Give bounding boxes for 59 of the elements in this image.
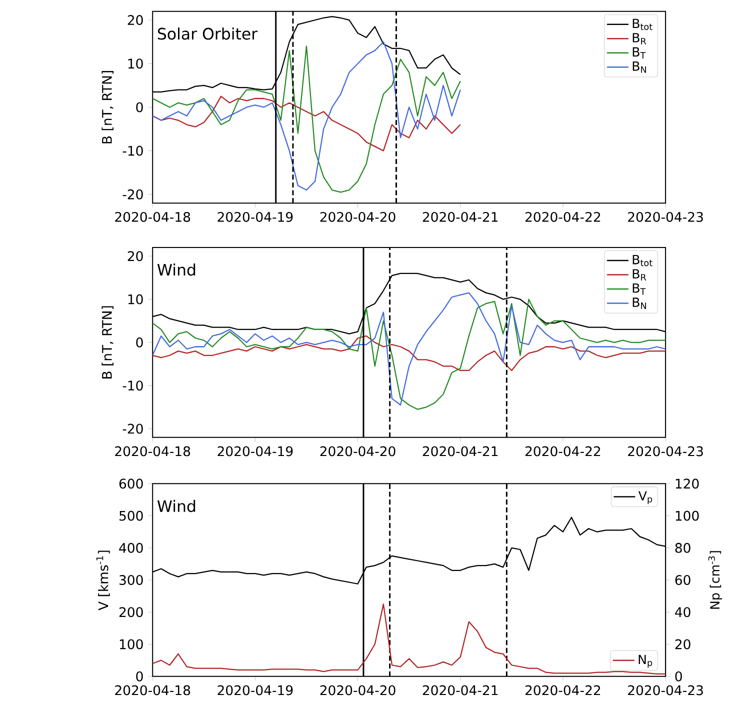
x-tick-label: 2020-04-19 xyxy=(218,685,293,696)
x-tick-label: 2020-04-18 xyxy=(115,446,190,456)
y-tick-label: 200 xyxy=(119,607,143,618)
y2-tick-label: 0 xyxy=(675,671,682,682)
x-tick-label: 2020-04-18 xyxy=(115,685,190,696)
x-tick-label: 2020-04-19 xyxy=(218,446,293,456)
y-tick-label: 20 xyxy=(128,251,143,262)
y-tick-label: -10 xyxy=(122,380,143,391)
text: Wind xyxy=(157,500,196,512)
x-tick-label: 2020-04-19 xyxy=(218,212,293,222)
y2-axis-title: Np [cm$^{-3}$] xyxy=(708,551,722,609)
text: Wind xyxy=(157,264,196,276)
y-tick-label: 10 xyxy=(128,294,143,304)
y-tick-label: 0 xyxy=(136,671,143,682)
x-tick-label: 2020-04-20 xyxy=(320,212,396,222)
y-tick-label: 20 xyxy=(128,15,143,26)
legend-label: B$_{tot}$ xyxy=(632,18,652,30)
x-tick-label: 2020-04-21 xyxy=(422,446,498,456)
x-tick-label: 2020-04-21 xyxy=(422,685,498,696)
legend-label: B$_{R}$ xyxy=(632,33,646,44)
y-axis-title: B [nT, RTN] xyxy=(102,306,114,379)
legend-label: B$_{tot}$ xyxy=(632,255,652,266)
x-tick-label: 2020-04-20 xyxy=(320,685,396,696)
y-tick-label: 600 xyxy=(119,478,143,489)
y2-tick-label: 20 xyxy=(675,639,690,650)
legend-label: N$_{p}$ xyxy=(638,654,652,668)
y-axis-title: V [kms$^{-1}$] xyxy=(96,550,110,610)
y2-tick-label: 80 xyxy=(675,542,690,553)
y-axis-title: B [nT, RTN] xyxy=(102,71,114,144)
y-tick-label: -10 xyxy=(122,146,143,156)
legend-label: B$_{N}$ xyxy=(632,62,646,73)
x-tick-label: 2020-04-22 xyxy=(525,212,600,222)
y-tick-label: 100 xyxy=(120,639,143,650)
legend-label: B$_{T}$ xyxy=(632,47,646,59)
x-tick-label: 2020-04-23 xyxy=(628,685,703,696)
y-tick-label: 300 xyxy=(120,575,143,586)
y2-tick-label: 60 xyxy=(675,575,690,586)
y-tick-label: 400 xyxy=(119,542,143,553)
y-tick-label: 10 xyxy=(128,58,143,69)
legend-label: V$_{p}$ xyxy=(638,491,652,504)
legend-label: B$_{N}$ xyxy=(632,298,646,309)
x-tick-label: 2020-04-23 xyxy=(628,446,703,456)
y-tick-label: -20 xyxy=(122,189,143,200)
y2-tick-label: 100 xyxy=(676,510,699,521)
x-tick-label: 2020-04-20 xyxy=(320,446,396,456)
x-tick-label: 2020-04-18 xyxy=(115,212,190,222)
legend-label: B$_{R}$ xyxy=(632,269,646,281)
y-tick-label: 0 xyxy=(136,337,143,348)
x-tick-label: 2020-04-22 xyxy=(525,685,600,696)
legend-label: B$_{T}$ xyxy=(632,284,646,295)
x-tick-label: 2020-04-21 xyxy=(422,212,498,222)
y2-tick-label: 40 xyxy=(675,607,690,618)
y-tick-label: -20 xyxy=(122,424,143,434)
text: Solar Orbiter xyxy=(158,28,258,40)
x-tick-label: 2020-04-22 xyxy=(525,446,600,456)
y2-tick-label: 120 xyxy=(676,478,699,489)
y-tick-label: 0 xyxy=(136,102,143,112)
y-tick-label: 500 xyxy=(120,510,143,521)
x-tick-label: 2020-04-23 xyxy=(628,212,703,222)
